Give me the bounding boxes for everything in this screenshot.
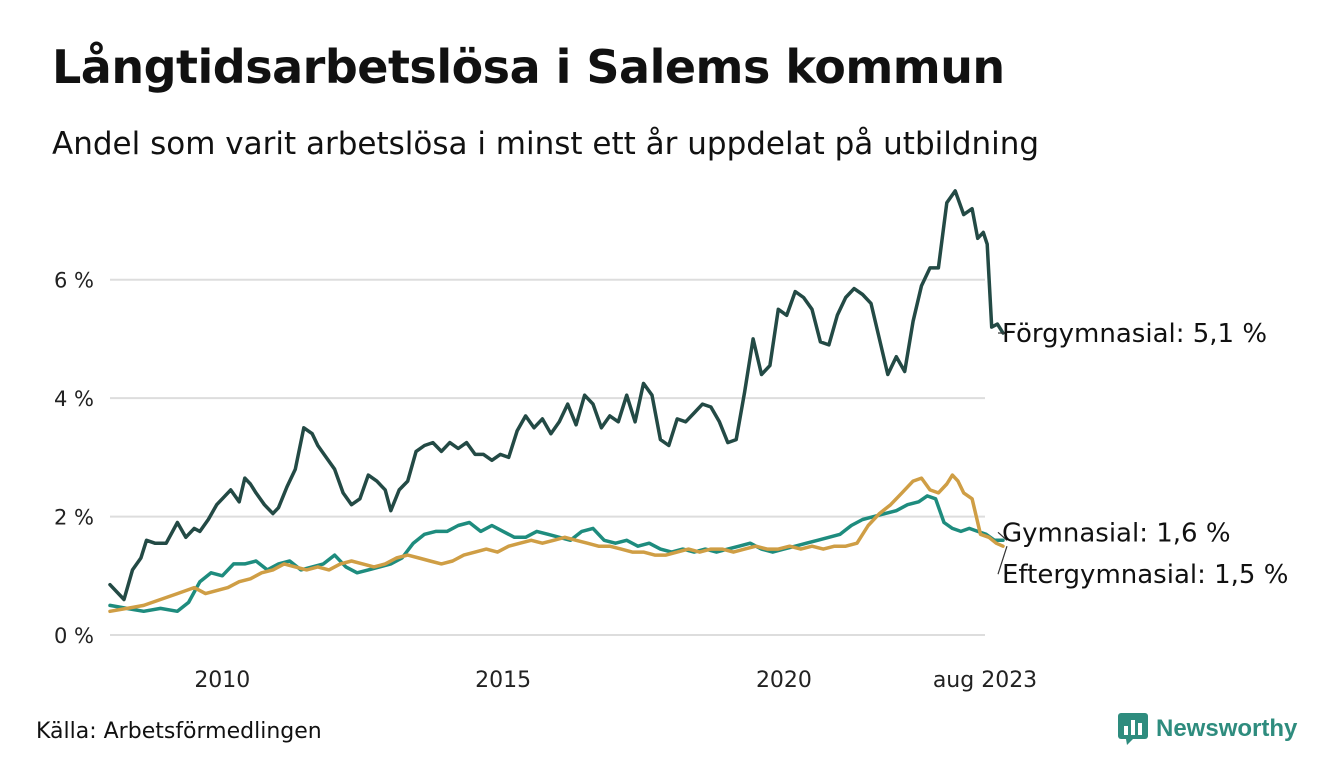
end-label-förgymnasial: Förgymnasial: 5,1 %: [1002, 319, 1267, 349]
y-tick-label: 2 %: [54, 506, 94, 530]
end-label-connector: [997, 531, 1008, 541]
newsworthy-logo-icon: [1118, 713, 1148, 745]
series-line-förgymnasial: [108, 189, 1005, 602]
end-label-connector: [997, 546, 1008, 575]
brand-name: Newsworthy: [1156, 715, 1298, 742]
chart-subtitle: Andel som varit arbetslösa i minst ett å…: [52, 126, 1040, 162]
end-label-eftergymnasial: Eftergymnasial: 1,5 %: [1002, 560, 1288, 590]
y-tick-label: 6 %: [54, 269, 94, 293]
y-tick-label: 0 %: [54, 624, 94, 648]
x-tick-label: 2010: [194, 668, 250, 693]
y-tick-label: 4 %: [54, 387, 94, 411]
line-chart: 0 % 2 % 4 % 6 % 2010 2015 2020 aug 2023 Förgymn…: [54, 189, 1288, 693]
end-label-gymnasial: Gymnasial: 1,6 %: [1002, 518, 1231, 548]
chart-title: Långtidsarbetslösa i Salems kommun: [52, 40, 1005, 94]
x-tick-label: 2020: [756, 668, 812, 693]
x-tick-label: 2015: [475, 668, 531, 693]
source-note: Källa: Arbetsförmedlingen: [36, 719, 322, 744]
brand-logo[interactable]: Newsworthy: [1118, 713, 1297, 745]
series-line-gymnasial: [108, 494, 1005, 614]
x-tick-label: aug 2023: [933, 668, 1037, 693]
series-line-eftergymnasial: [108, 473, 1005, 614]
